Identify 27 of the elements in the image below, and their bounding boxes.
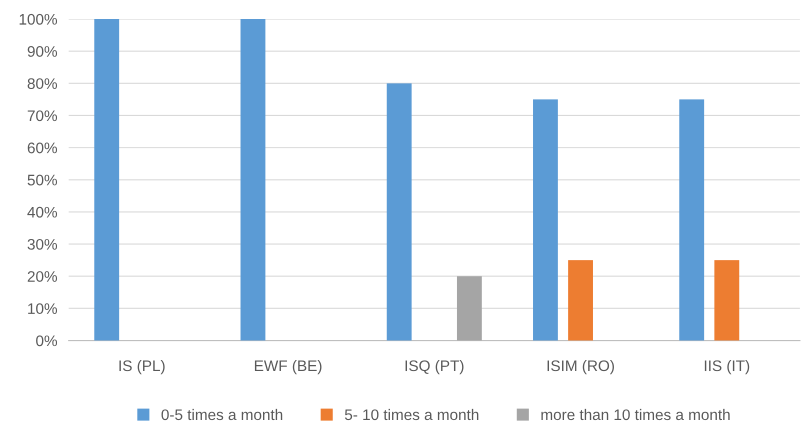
bar [456,276,482,341]
y-tick-label: 100% [20,14,58,25]
legend-label: more than 10 times a month [541,408,730,420]
bar [568,260,593,341]
y-tick-label: 70% [28,110,58,122]
x-tick-label: IIS (IT) [704,360,750,374]
x-tick-label: ISQ (PT) [406,360,464,374]
legend-label: 0-5 times a month [162,408,282,420]
bar [94,19,120,341]
y-tick-label: 90% [28,46,58,57]
y-tick-label: 0% [36,335,58,346]
y-tick-label: 60% [28,142,58,154]
y-tick-label: 10% [28,303,58,314]
x-tick-label: IS (PL) [119,360,165,374]
y-tick-label: 50% [28,174,58,186]
x-tick-label: EWF (BE) [254,360,322,374]
bar [240,19,266,341]
bar [679,99,704,341]
legend-label: 5- 10 times a month [344,408,478,420]
x-tick-label: ISIM (RO) [548,360,614,374]
y-tick-label: 30% [28,238,58,250]
bar [533,99,558,341]
bar [386,83,412,341]
y-tick-label: 80% [28,78,58,90]
bar [714,260,740,341]
y-tick-label: 40% [27,206,58,218]
y-tick-label: 20% [28,271,58,282]
